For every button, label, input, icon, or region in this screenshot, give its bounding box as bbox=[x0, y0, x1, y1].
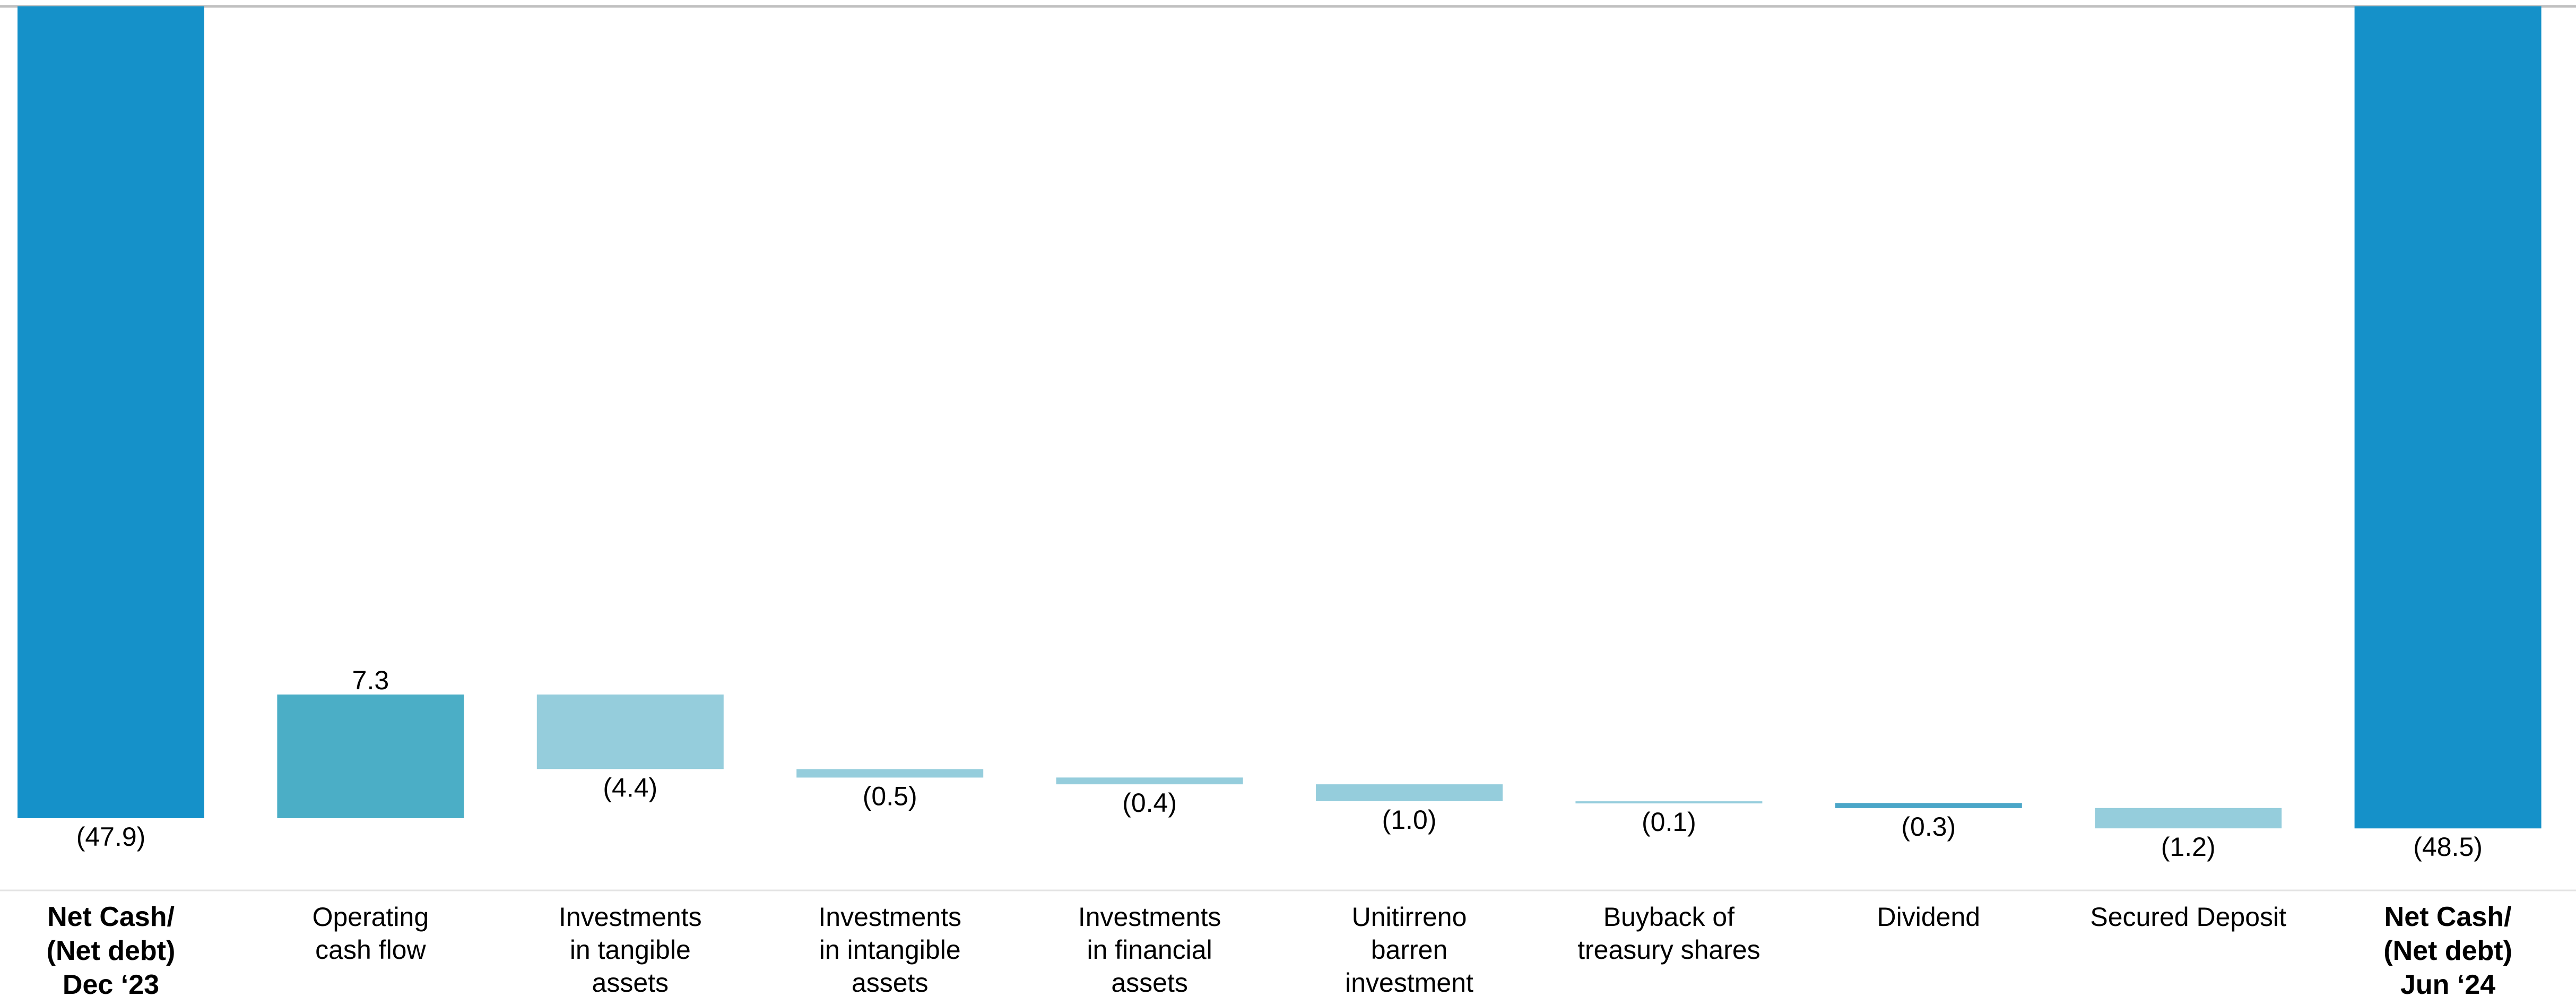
value-label-tangible: (4.4) bbox=[603, 773, 657, 802]
category-label-line: barren bbox=[1371, 935, 1448, 965]
category-label-line: Buyback of bbox=[1603, 902, 1734, 932]
category-label-buyback: Buyback of treasury shares bbox=[1577, 902, 1760, 965]
value-label-financial: (0.4) bbox=[1122, 788, 1177, 818]
value-labels-layer: (47.9) 7.3 (4.4) (0.5) (0.4) (1.0) (0.1) (0.3) (… bbox=[76, 665, 2483, 862]
category-label-intangible: Investments in intangible assets bbox=[818, 902, 961, 998]
bar-buyback bbox=[1575, 801, 1763, 804]
category-label-line: Investments bbox=[559, 902, 702, 932]
bar-intangible bbox=[796, 769, 984, 778]
category-label-line: assets bbox=[1111, 968, 1188, 998]
category-label-line: Investments bbox=[818, 902, 961, 932]
bar-tangible bbox=[536, 694, 724, 769]
value-label-dividend: (0.3) bbox=[1901, 812, 1956, 842]
value-label-intangible: (0.5) bbox=[863, 781, 917, 811]
bar-start bbox=[18, 6, 204, 818]
category-label-line: Net Cash/ bbox=[47, 902, 175, 932]
category-label-line: Secured Deposit bbox=[2090, 902, 2286, 932]
category-label-financial: Investments in financial assets bbox=[1078, 902, 1221, 998]
category-label-end: Net Cash/(Net debt) Jun ‘24 bbox=[2383, 902, 2512, 1000]
category-label-line: treasury shares bbox=[1577, 935, 1760, 965]
category-label-line: Jun ‘24 bbox=[2400, 969, 2495, 1000]
bar-operating bbox=[277, 694, 464, 818]
category-label-line: cash flow bbox=[315, 935, 426, 965]
category-label-line: Unitirreno bbox=[1352, 902, 1467, 932]
bar-financial bbox=[1056, 777, 1243, 785]
category-label-dividend: Dividend bbox=[1877, 902, 1981, 932]
category-label-line: (Net debt) bbox=[47, 935, 176, 966]
value-label-secured: (1.2) bbox=[2161, 832, 2216, 862]
category-label-line: Operating bbox=[313, 902, 429, 932]
category-label-line: (Net debt) bbox=[2383, 935, 2512, 966]
category-label-line: Net Cash/ bbox=[2384, 902, 2512, 932]
bar-end bbox=[2354, 6, 2542, 829]
value-label-buyback: (0.1) bbox=[1642, 807, 1696, 837]
category-label-line: in intangible bbox=[819, 935, 961, 965]
bar-unitirreno bbox=[1316, 784, 1503, 801]
category-label-line: assets bbox=[852, 968, 929, 998]
category-label-line: Investments bbox=[1078, 902, 1221, 932]
category-label-unitirreno: Unitirreno barren investment bbox=[1345, 902, 1473, 998]
category-label-line: in financial bbox=[1087, 935, 1212, 965]
value-label-operating: 7.3 bbox=[352, 665, 389, 695]
category-label-line: Dec ‘23 bbox=[63, 969, 159, 1000]
category-label-tangible: Investments in tangible assets bbox=[559, 902, 702, 998]
category-label-line: Dividend bbox=[1877, 902, 1981, 932]
category-label-secured: Secured Deposit bbox=[2090, 902, 2286, 932]
bars-layer bbox=[18, 6, 2542, 829]
category-label-operating: Operating cash flow bbox=[313, 902, 429, 965]
category-label-start: Net Cash/(Net debt) Dec ‘23 bbox=[47, 902, 176, 1000]
bar-dividend bbox=[1835, 803, 2022, 808]
category-label-line: assets bbox=[592, 968, 669, 998]
value-label-start: (47.9) bbox=[76, 822, 146, 852]
value-label-end: (48.5) bbox=[2413, 832, 2483, 862]
value-label-unitirreno: (1.0) bbox=[1382, 805, 1437, 835]
bar-secured bbox=[2095, 808, 2282, 829]
category-label-line: investment bbox=[1345, 968, 1473, 998]
category-label-line: in tangible bbox=[570, 935, 691, 965]
